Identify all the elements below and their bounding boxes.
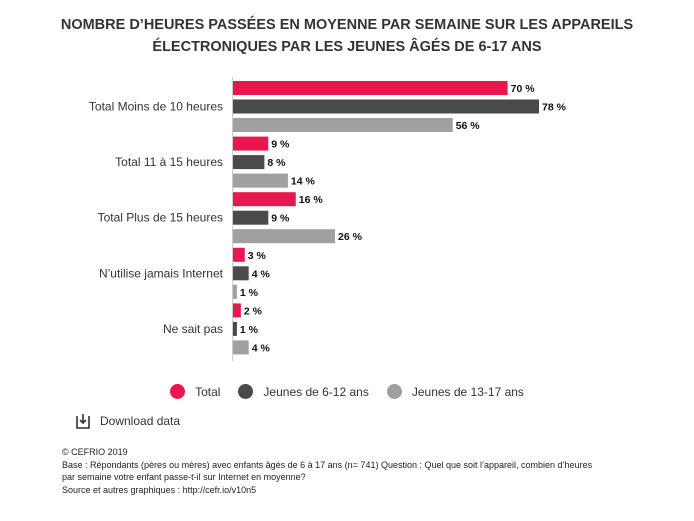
chart-title-line-2: ÉLECTRONIQUES PAR LES JEUNES ÂGÉS DE 6-1… xyxy=(152,39,542,55)
legend-dot-total xyxy=(170,384,186,399)
data-label: 56 % xyxy=(456,120,481,132)
bar[interactable] xyxy=(233,136,269,151)
bar[interactable] xyxy=(233,266,249,281)
legend-label-13-17: Jeunes de 13-17 ans xyxy=(411,384,524,399)
footer-base-line-2: par semaine votre enfant passe-t-il sur … xyxy=(62,472,306,482)
download-icon xyxy=(76,414,90,429)
bar[interactable] xyxy=(233,229,335,244)
chart-legend: Total Jeunes de 6-12 ans Jeunes de 13-17… xyxy=(0,384,694,399)
bar[interactable] xyxy=(233,81,508,95)
data-label: 2 % xyxy=(244,305,263,317)
legend-item-13-17[interactable]: Jeunes de 13-17 ans xyxy=(386,384,524,399)
data-label: 9 % xyxy=(271,213,290,225)
data-label: 26 % xyxy=(338,231,363,243)
legend-item-total[interactable]: Total xyxy=(170,384,220,399)
bar[interactable] xyxy=(233,284,237,299)
chart-title: NOMBRE D’HEURES PASSÉES EN MOYENNE PAR S… xyxy=(40,14,654,58)
data-label: 4 % xyxy=(252,342,271,354)
data-label: 9 % xyxy=(271,139,290,151)
footer-base-line-1: Base : Répondants (pères ou mères) avec … xyxy=(62,459,593,470)
bar[interactable] xyxy=(233,210,269,225)
bar[interactable] xyxy=(233,118,453,132)
footer: © CEFRIO 2019 Base : Répondants (pères o… xyxy=(62,446,682,496)
bar[interactable] xyxy=(233,173,288,188)
data-label: 78 % xyxy=(542,102,567,114)
footer-source: Source et autres graphiques : http://cef… xyxy=(62,484,257,495)
bar[interactable] xyxy=(233,321,237,336)
data-label: 70 % xyxy=(511,83,536,95)
data-label: 1 % xyxy=(240,324,259,336)
legend-label-total: Total xyxy=(195,384,221,399)
data-label: 16 % xyxy=(299,194,324,206)
bar[interactable] xyxy=(233,99,539,114)
bar[interactable] xyxy=(233,155,265,170)
bar[interactable] xyxy=(233,340,249,355)
data-label: 1 % xyxy=(240,287,259,299)
legend-item-6-12[interactable]: Jeunes de 6-12 ans xyxy=(238,384,369,399)
bar[interactable] xyxy=(233,247,245,262)
category-label: Total Moins de 10 heures xyxy=(89,100,223,114)
category-label: N’utilise jamais Internet xyxy=(99,266,224,280)
category-label: Total 11 à 15 heures xyxy=(115,155,223,169)
chart-title-line-1: NOMBRE D’HEURES PASSÉES EN MOYENNE PAR S… xyxy=(60,17,634,33)
bar[interactable] xyxy=(233,192,296,207)
legend-label-6-12: Jeunes de 6-12 ans xyxy=(263,384,369,399)
data-label: 14 % xyxy=(291,176,316,188)
legend-dot-6-12 xyxy=(238,384,254,399)
bar[interactable] xyxy=(233,303,241,318)
data-label: 8 % xyxy=(267,157,286,169)
footer-copyright: © CEFRIO 2019 xyxy=(62,447,128,457)
download-data-button[interactable]: Download data xyxy=(76,413,180,429)
download-data-label: Download data xyxy=(100,414,181,428)
category-label: Ne sait pas xyxy=(163,322,223,336)
bar-chart: Total Moins de 10 heures 70 % 78 % 56 % Tota… xyxy=(89,77,567,361)
data-label: 4 % xyxy=(252,268,271,280)
category-label: Total Plus de 15 heures xyxy=(98,211,223,225)
data-label: 3 % xyxy=(248,250,267,262)
legend-dot-13-17 xyxy=(386,384,402,399)
